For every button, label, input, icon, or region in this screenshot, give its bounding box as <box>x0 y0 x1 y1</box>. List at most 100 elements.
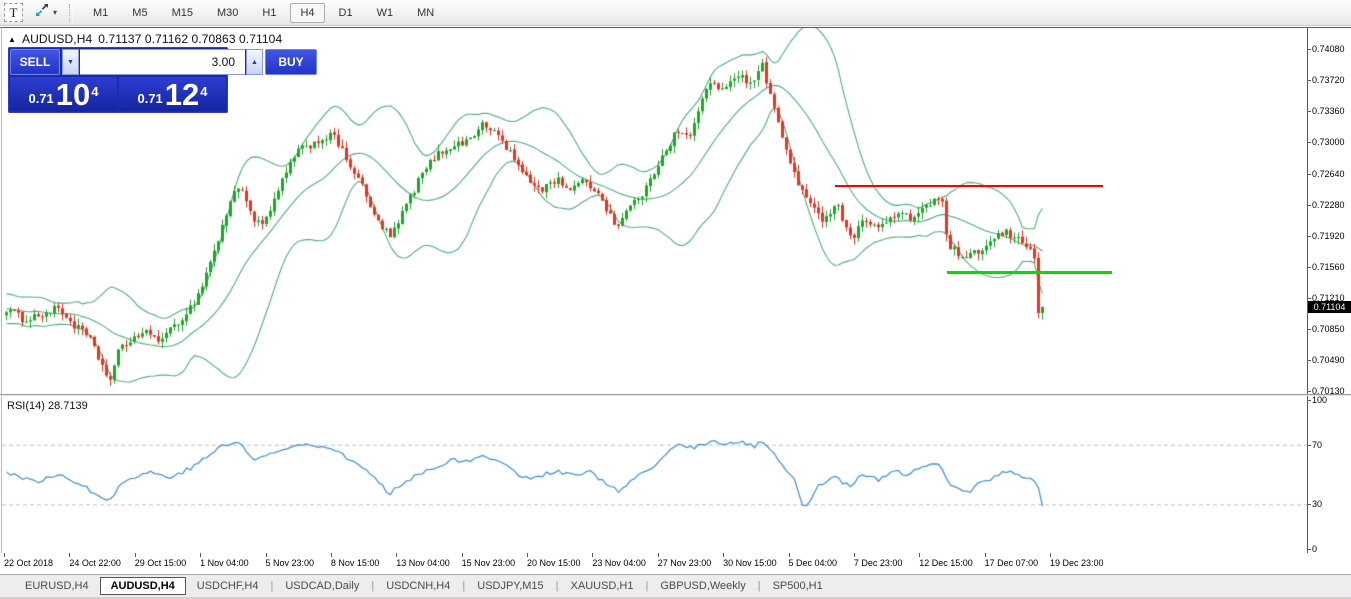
price-axis-tick <box>1307 48 1311 50</box>
sell-price-base: 0.71 <box>28 91 54 106</box>
price-axis-tick <box>1307 204 1311 206</box>
buy-button[interactable]: BUY <box>265 49 317 75</box>
chart-tab-usdchf[interactable]: USDCHF,H4 <box>196 580 259 592</box>
sell-price-display[interactable]: 0.71 10 4 <box>10 77 117 111</box>
chart-tab-sp500[interactable]: SP500,H1 <box>772 580 823 592</box>
resistance-line[interactable] <box>835 184 1103 187</box>
bottom-strip <box>0 597 1351 599</box>
price-axis-tick <box>1307 111 1311 113</box>
volume-decrease-button[interactable]: ▼ <box>62 49 79 75</box>
date-axis-label: 19 Dec 23:00 <box>1050 558 1104 568</box>
date-axis-tick <box>853 553 855 557</box>
chart-title-symbol: AUDUSD,H4 <box>22 32 93 46</box>
date-axis-tick <box>788 553 790 557</box>
rsi-axis-tick <box>1307 549 1311 550</box>
buy-price-display[interactable]: 0.71 12 4 <box>119 77 226 111</box>
chart-tab-xauusd[interactable]: XAUUSD,H1 <box>570 580 634 592</box>
timeframe-button-mn[interactable]: MN <box>417 6 435 19</box>
collapse-panel-arrow-icon[interactable]: ▲ <box>8 34 17 44</box>
date-axis-tick <box>461 553 463 557</box>
date-axis-tick <box>4 553 5 557</box>
pane-divider[interactable] <box>0 394 1351 395</box>
chart-tab-eurusd[interactable]: EURUSD,H4 <box>25 580 89 592</box>
chart-title: ▲ AUDUSD,H4 0.71137 0.71162 0.70863 0.71… <box>8 32 288 46</box>
text-tool-button[interactable]: T <box>4 3 23 22</box>
date-axis-label: 27 Nov 23:00 <box>657 558 712 568</box>
date-axis-tick <box>69 553 71 557</box>
chart-tab-usdjpy[interactable]: USDJPY,M15 <box>477 580 544 592</box>
main-chart-canvas[interactable] <box>2 28 1307 394</box>
price-axis-label: 0.70130 <box>1312 386 1345 397</box>
chart-tab-audusd[interactable]: AUDUSD,H4 <box>99 577 186 595</box>
date-axis-tick <box>527 553 528 557</box>
date-axis-tick <box>265 553 267 557</box>
timeframe-button-m1[interactable]: M1 <box>93 6 109 19</box>
date-axis-label: 1 Nov 04:00 <box>200 558 249 568</box>
price-axis-tick <box>1307 360 1311 362</box>
rsi-axis-tick <box>1307 504 1311 506</box>
tab-separator: | <box>757 580 761 592</box>
date-axis-label: 8 Nov 15:00 <box>330 558 380 568</box>
price-axis-label: 0.73720 <box>1312 75 1345 86</box>
volume-increase-button[interactable]: ▲ <box>246 49 263 75</box>
rsi-indicator-label: RSI(14) 28.7139 <box>7 400 88 412</box>
date-axis-tick <box>134 553 136 557</box>
date-axis-label: 23 Nov 04:00 <box>592 558 646 568</box>
chart-toolbar: T ▾ M1 M5 M15 M30 H1 H4 D1 W1 MN <box>0 0 1351 26</box>
price-axis-label: 0.72280 <box>1312 199 1345 210</box>
price-axis-tick <box>1307 391 1311 393</box>
date-axis-tick <box>396 553 398 557</box>
timeframe-button-group: M1 M5 M15 M30 H1 H4 D1 W1 MN <box>81 2 446 23</box>
timeframe-button-h4[interactable]: H4 <box>290 2 325 23</box>
current-price-label: 0.71104 <box>1308 301 1351 313</box>
rsi-indicator-canvas[interactable] <box>2 396 1307 553</box>
support-line[interactable] <box>947 271 1112 275</box>
price-axis-tick <box>1307 267 1311 269</box>
chart-tab-usdcnh[interactable]: USDCNH,H4 <box>386 580 451 592</box>
price-axis-tick <box>1307 236 1311 238</box>
timeframe-button-m5[interactable]: M5 <box>132 6 148 19</box>
date-axis-label: 20 Nov 15:00 <box>527 558 581 568</box>
chart-title-ohlc: 0.71137 0.71162 0.70863 0.71104 <box>98 32 283 46</box>
date-axis-tick <box>919 553 921 557</box>
timeframe-button-w1[interactable]: W1 <box>376 6 394 19</box>
price-axis-label: 0.70490 <box>1312 355 1345 366</box>
date-axis-label: 30 Nov 15:00 <box>723 558 777 568</box>
date-axis-label: 5 Dec 04:00 <box>788 558 838 568</box>
timeframe-button-d1[interactable]: D1 <box>338 6 353 19</box>
price-axis-label: 0.74080 <box>1312 43 1345 54</box>
date-axis-tick <box>330 553 332 557</box>
date-axis[interactable]: 22 Oct 2018 24 Oct 22:00 29 Oct 15:00 1 Nov… <box>0 553 1351 574</box>
timeframe-button-h1[interactable]: H1 <box>262 6 277 19</box>
date-axis-tick <box>657 553 659 557</box>
date-axis-label: 12 Dec 15:00 <box>919 558 973 568</box>
rsi-axis-label: 30 <box>1312 499 1323 510</box>
tab-separator: | <box>462 580 466 592</box>
chart-tab-gbpusd[interactable]: GBPUSD,Weekly <box>660 580 746 592</box>
price-axis-tick <box>1307 142 1311 144</box>
date-axis-tick <box>1050 553 1051 557</box>
timeframe-button-m15[interactable]: M15 <box>171 6 193 19</box>
date-axis-label: 29 Oct 15:00 <box>134 558 187 568</box>
arrows-icon <box>34 2 50 23</box>
sell-button[interactable]: SELL <box>10 49 60 75</box>
volume-input[interactable] <box>80 49 245 75</box>
buy-price-big: 12 <box>164 77 200 112</box>
price-axis-label: 0.73000 <box>1312 137 1345 148</box>
buy-price-base: 0.71 <box>137 91 163 106</box>
price-axis-tick <box>1307 80 1311 82</box>
date-axis-label: 17 Dec 07:00 <box>984 558 1039 568</box>
chart-tab-usdcad[interactable]: USDCAD,Daily <box>285 580 360 592</box>
tab-separator: | <box>555 580 559 592</box>
price-axis-tick <box>1307 297 1311 299</box>
date-axis-tick <box>592 553 594 557</box>
sell-price-sup: 4 <box>91 84 99 99</box>
date-axis-tick <box>723 553 725 557</box>
chevron-down-icon: ▾ <box>53 8 58 17</box>
price-axis-tick <box>1307 328 1311 330</box>
arrows-tool-button[interactable]: ▾ <box>31 3 60 23</box>
timeframe-button-m30[interactable]: M30 <box>216 6 239 19</box>
toolbar-separator <box>69 3 74 22</box>
price-axis-label: 0.70850 <box>1312 323 1345 334</box>
